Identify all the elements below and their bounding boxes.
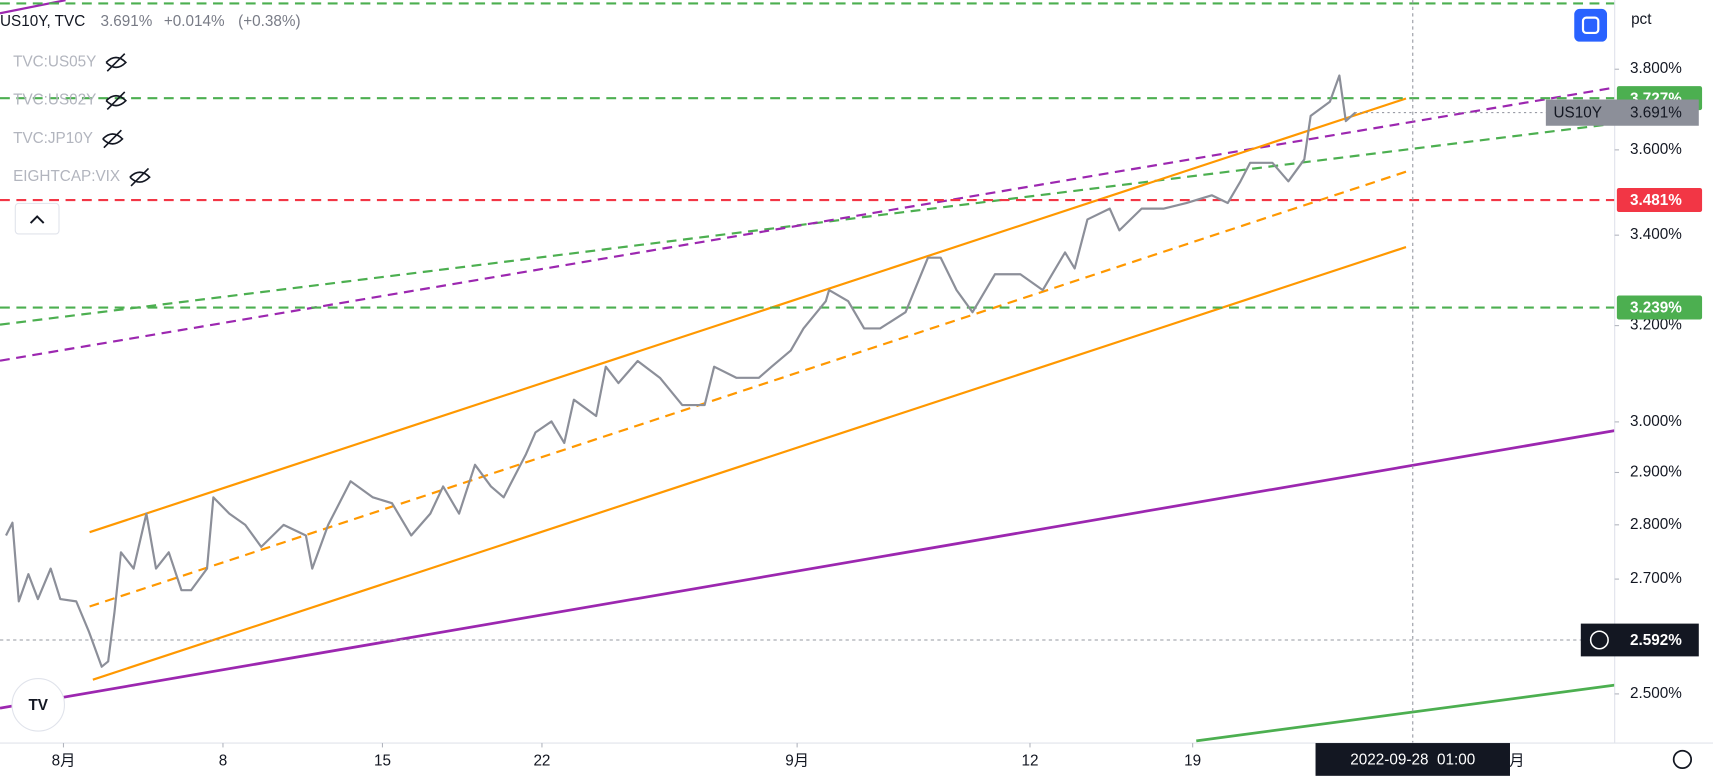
- trend-line: [1196, 683, 1615, 743]
- hidden-series-name: TVC:US02Y: [13, 92, 96, 109]
- x-tick-label: 9月: [785, 753, 809, 770]
- hidden-series-list: TVC:US05Y TVC:US02Y TVC:JP10Y EIGHTCAP:VIX: [13, 53, 151, 187]
- last-price-label: 3.691%: [1630, 105, 1682, 122]
- y-tick-label: 2.800%: [1630, 516, 1682, 533]
- price-label-box: [1616, 295, 1703, 320]
- eye-off-icon: [105, 53, 128, 72]
- crosshair-time-box: [1315, 743, 1510, 776]
- channel-middle: [89, 170, 1407, 608]
- eye-off-icon: [129, 167, 151, 187]
- button-icon: [1581, 16, 1600, 35]
- price-line-series: [5, 74, 1357, 668]
- channel-lower: [92, 246, 1407, 681]
- symbol-tag: US10Y: [1553, 105, 1601, 122]
- collapse-button[interactable]: [14, 202, 60, 235]
- legend-change-pct: (+0.38%): [238, 13, 300, 30]
- crosshair-price-box: [1580, 623, 1699, 657]
- eye-off-icon: [105, 91, 128, 110]
- x-tick-label: 15: [374, 753, 391, 770]
- y-tick-label: 3.400%: [1630, 226, 1682, 243]
- symbol-tag-box: [1545, 99, 1699, 126]
- y-tick-label: 2.700%: [1630, 570, 1682, 587]
- y-tick-label: 3.600%: [1630, 141, 1682, 158]
- y-tick-label: 2.500%: [1630, 685, 1682, 702]
- price-label: 3.239%: [1630, 300, 1682, 317]
- crosshair-price-label: 2.592%: [1630, 632, 1682, 649]
- channel-upper: [89, 97, 1407, 534]
- x-tick-label: 12: [1021, 753, 1038, 770]
- eye-off-icon: [102, 129, 124, 149]
- legend: US10Y, TVC 3.691% +0.014% (+0.38%): [0, 13, 301, 30]
- trend-line: [0, 86, 1615, 362]
- trend-line: [0, 122, 1615, 326]
- collapse-icon: [29, 215, 45, 224]
- drawings: [0, 0, 1615, 743]
- y-tick-label: 3.200%: [1630, 317, 1682, 334]
- x-tick-label: 8月: [52, 753, 76, 770]
- y-tick-label: 2.900%: [1630, 464, 1682, 481]
- hidden-series-name: TVC:US05Y: [13, 53, 96, 70]
- logo[interactable]: [11, 678, 66, 732]
- crosshair-time-label: 2022-09-28 01:00: [1350, 752, 1475, 769]
- y-tick-label: 3.800%: [1630, 60, 1682, 77]
- price-label-box: [1616, 188, 1703, 213]
- screenshot-button[interactable]: [1574, 8, 1608, 42]
- plot: [0, 0, 1615, 744]
- logo-mark: TV: [28, 697, 48, 714]
- y-axis-label: pct: [1631, 11, 1652, 28]
- settings-button[interactable]: [1672, 749, 1693, 770]
- x-tick-label: 22: [533, 753, 550, 770]
- y-tick-label: 3.000%: [1630, 413, 1682, 430]
- x-tick-label: 8: [219, 753, 228, 770]
- hidden-series-name: TVC:JP10Y: [13, 130, 93, 147]
- legend-change: +0.014%: [164, 13, 225, 30]
- legend-value: 3.691%: [101, 13, 153, 30]
- x-tick-label: 19: [1184, 753, 1201, 770]
- price-label: 3.481%: [1630, 192, 1682, 209]
- trend-line: [0, 429, 1615, 710]
- crosshair-add-icon: [1589, 630, 1609, 650]
- hidden-series-name: EIGHTCAP:VIX: [13, 168, 120, 185]
- symbol-title: US10Y, TVC: [0, 13, 85, 30]
